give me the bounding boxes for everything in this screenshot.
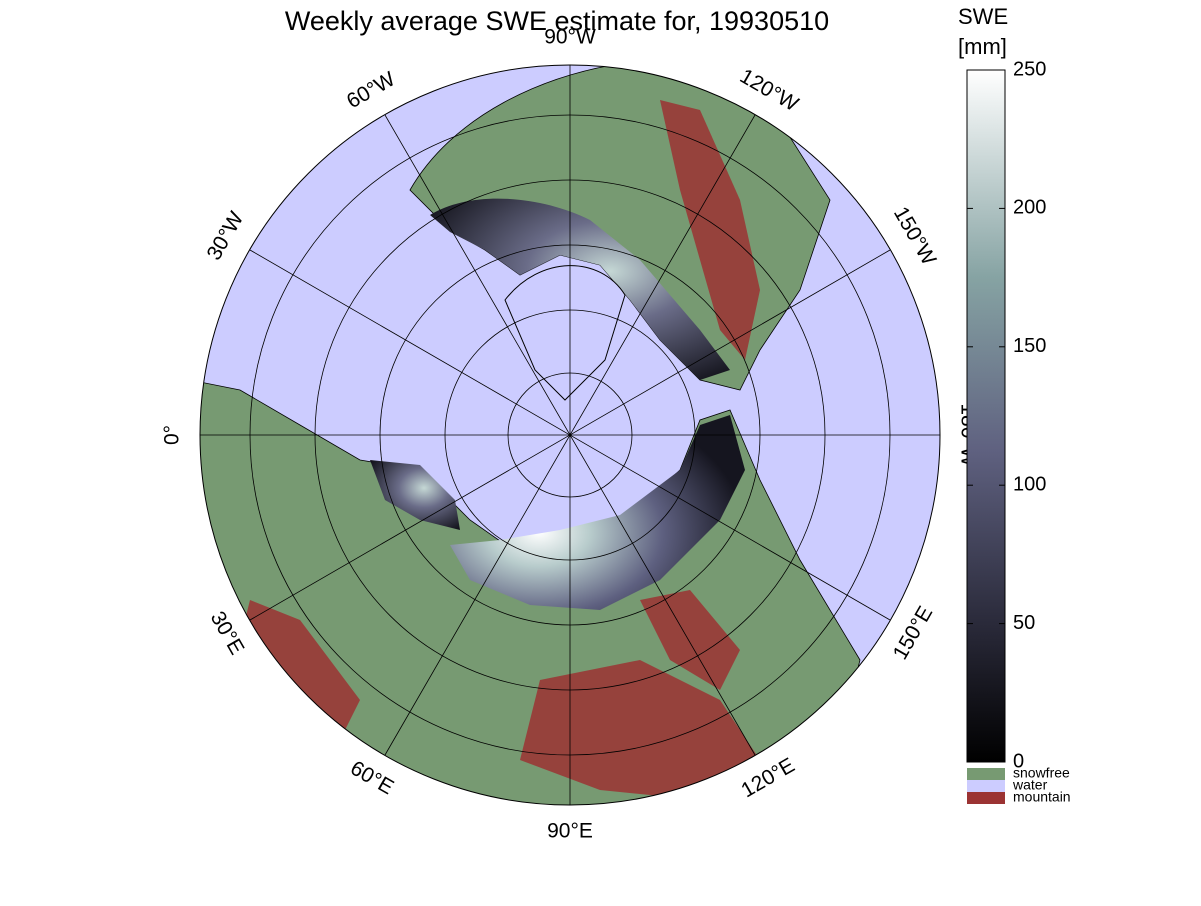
map-border [199, 64, 941, 806]
mountain-europe [240, 600, 360, 740]
longitude-label: 90°E [547, 820, 593, 843]
longitude-label: 90°W [544, 26, 596, 49]
longitude-label: 120°W [736, 65, 802, 117]
longitude-label: 30°E [206, 607, 249, 658]
tick-label: 50 [1013, 612, 1035, 634]
colorbar-unit: [mm] [958, 34, 1007, 59]
colorbar-ticks: 0 50 100 150 200 250 [967, 58, 1046, 772]
longitude-label: 30°W [203, 208, 249, 264]
legend-label: mountain [1013, 789, 1071, 805]
tick-label: 250 [1013, 58, 1046, 80]
map [200, 65, 940, 805]
tick-label: 0 [1013, 750, 1024, 772]
tick-label: 100 [1013, 473, 1046, 495]
longitude-label: 60°E [346, 757, 397, 800]
longitude-label: 0° [161, 425, 184, 445]
graticule [200, 65, 940, 805]
tick-label: 200 [1013, 197, 1046, 219]
legend-label: water [1012, 777, 1048, 793]
mountain-rockies [660, 100, 760, 360]
longitude-label: 120°E [737, 754, 798, 803]
mountain-asia [520, 660, 760, 800]
longitude-label: 60°W [343, 67, 399, 113]
title: Weekly average SWE estimate for, 1993051… [285, 6, 829, 36]
colorbar-label: SWE [958, 4, 1008, 29]
greenland [504, 265, 626, 401]
tick-label: 150 [1013, 335, 1046, 357]
longitude-label: 150°E [889, 602, 938, 663]
mountain-eastasia [640, 590, 740, 690]
legend-swatch [967, 792, 1005, 804]
snow-europe [370, 460, 460, 530]
longitude-label: 150°W [889, 203, 941, 269]
snow-west [430, 198, 730, 380]
legend-label: snowfree [1013, 765, 1070, 781]
legend-swatch [967, 768, 1005, 780]
legend-swatch [967, 780, 1005, 792]
snow-east [450, 415, 745, 610]
colorbar [966, 69, 1006, 763]
